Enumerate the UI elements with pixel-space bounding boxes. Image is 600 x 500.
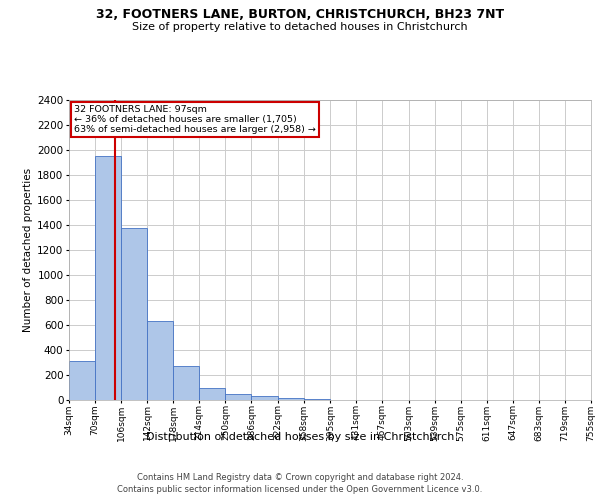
Text: Size of property relative to detached houses in Christchurch: Size of property relative to detached ho… — [132, 22, 468, 32]
Text: Contains HM Land Registry data © Crown copyright and database right 2024.: Contains HM Land Registry data © Crown c… — [137, 472, 463, 482]
Text: Contains public sector information licensed under the Open Government Licence v3: Contains public sector information licen… — [118, 485, 482, 494]
Bar — [95, 156, 121, 400]
Bar — [199, 388, 226, 400]
Text: Distribution of detached houses by size in Christchurch: Distribution of detached houses by size … — [146, 432, 454, 442]
Bar — [278, 398, 304, 400]
Text: 32, FOOTNERS LANE, BURTON, CHRISTCHURCH, BH23 7NT: 32, FOOTNERS LANE, BURTON, CHRISTCHURCH,… — [96, 8, 504, 20]
Bar — [69, 361, 95, 400]
Bar — [251, 396, 278, 400]
Bar — [147, 322, 173, 400]
Bar — [226, 394, 251, 400]
Bar — [121, 228, 147, 400]
Text: 32 FOOTNERS LANE: 97sqm
← 36% of detached houses are smaller (1,705)
63% of semi: 32 FOOTNERS LANE: 97sqm ← 36% of detache… — [74, 104, 316, 134]
Y-axis label: Number of detached properties: Number of detached properties — [23, 168, 33, 332]
Bar — [173, 366, 199, 400]
